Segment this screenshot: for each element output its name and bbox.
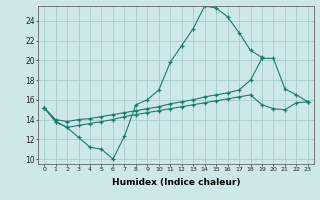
X-axis label: Humidex (Indice chaleur): Humidex (Indice chaleur): [112, 178, 240, 187]
